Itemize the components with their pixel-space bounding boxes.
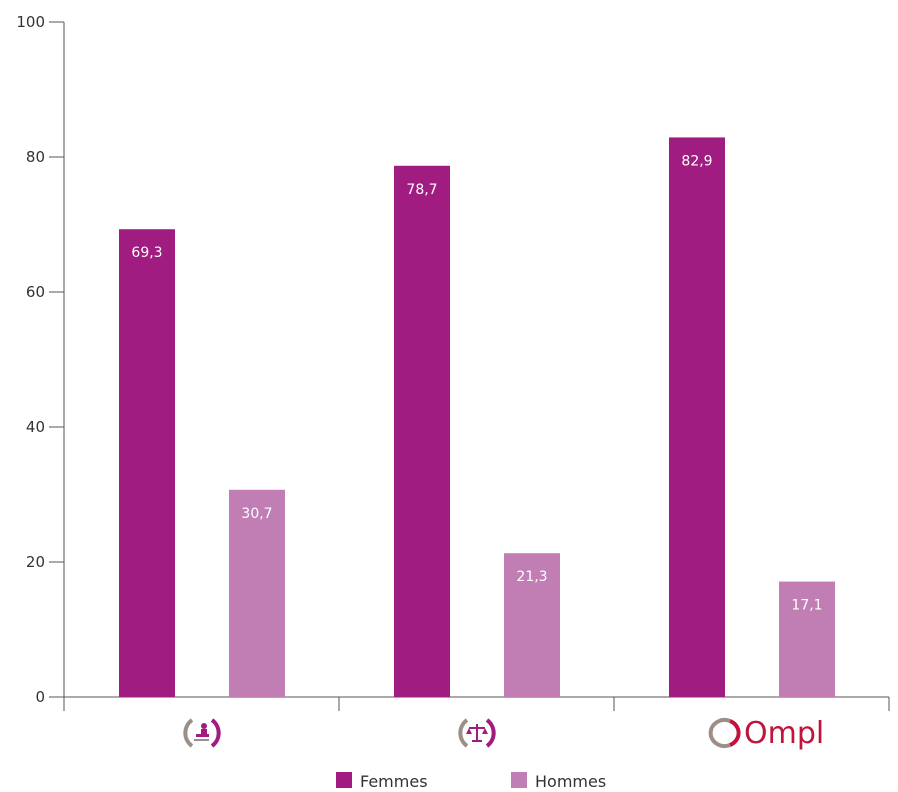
justice-scale-logo-icon [458, 718, 496, 748]
bar-femmes [394, 165, 450, 697]
y-axis-ticks: 0 20 40 60 80 100 [16, 13, 64, 706]
y-tick-label: 100 [16, 13, 45, 31]
bar-femmes [669, 137, 725, 698]
bar-value-label: 17,1 [791, 598, 822, 614]
bar-hommes [504, 553, 560, 697]
legend-swatch-hommes [511, 772, 527, 788]
chart-axes [63, 22, 890, 711]
bar-hommes [779, 581, 835, 697]
y-tick-label: 0 [35, 688, 45, 706]
ompl-logo: Ompl [708, 716, 824, 751]
bar-femmes [119, 229, 175, 697]
y-tick-label: 80 [26, 148, 45, 166]
ompl-logo-text: Ompl [744, 716, 824, 751]
bar-value-label: 82,9 [681, 153, 712, 169]
bar-value-label: 69,3 [131, 245, 162, 261]
y-tick-label: 40 [26, 418, 45, 436]
bar-hommes [229, 489, 285, 697]
y-tick-label: 20 [26, 553, 45, 571]
category-logos: Ompl [183, 716, 824, 751]
legend-swatch-femmes [336, 772, 352, 788]
bar-value-label: 21,3 [516, 569, 547, 585]
notary-stamp-logo-icon [183, 718, 221, 748]
bar-value-label: 30,7 [241, 506, 272, 522]
bars: 69,3 78,7 82,9 30,7 21,3 17,1 [119, 137, 835, 698]
legend-label-hommes: Hommes [535, 772, 606, 791]
bar-value-label: 78,7 [406, 182, 437, 198]
legend: Femmes Hommes [336, 772, 606, 791]
y-tick-label: 60 [26, 283, 45, 301]
legend-label-femmes: Femmes [360, 772, 428, 791]
